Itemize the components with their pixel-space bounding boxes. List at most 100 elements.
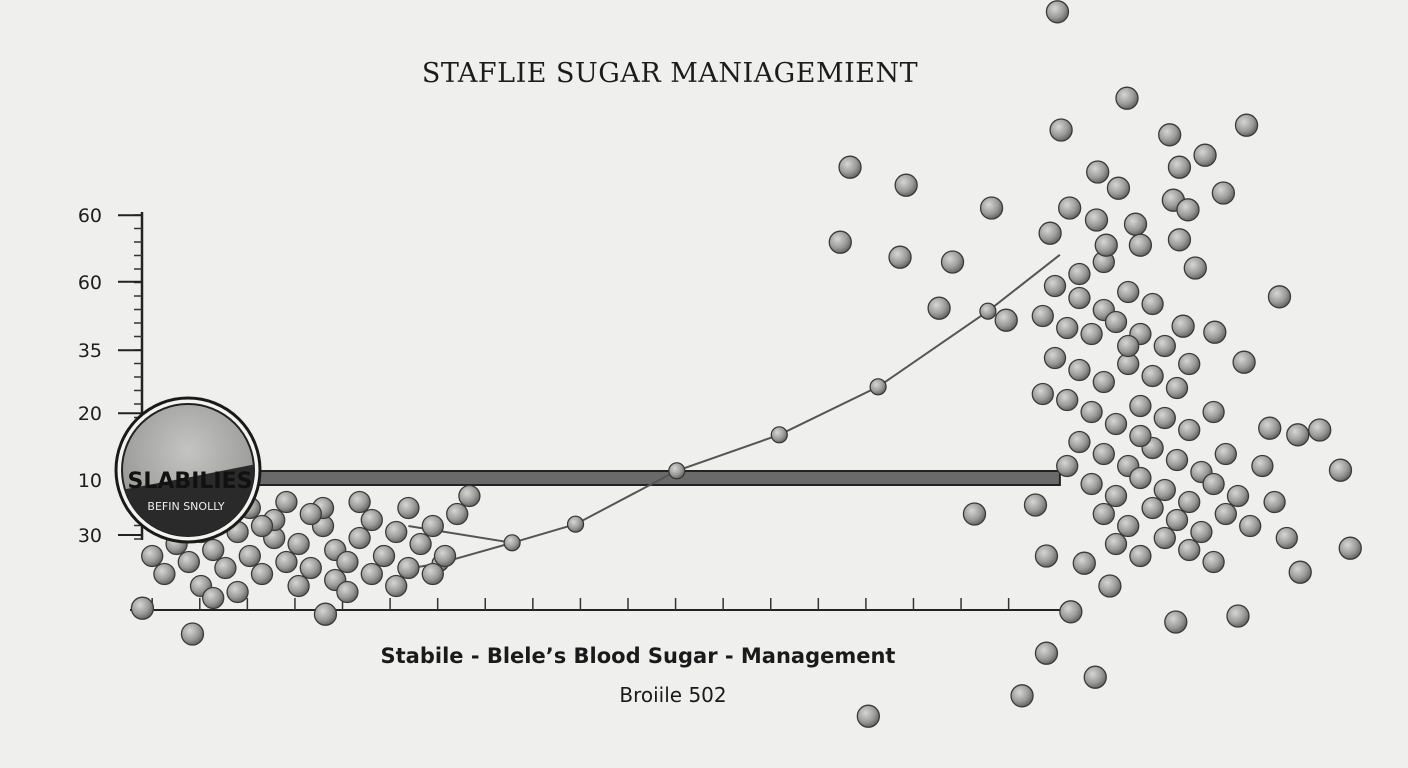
outliers-point xyxy=(1049,118,1073,142)
trend-marker xyxy=(770,426,788,444)
outliers-point xyxy=(180,622,205,646)
right-cluster-point xyxy=(1080,322,1103,346)
trend-marker xyxy=(979,302,997,320)
left-cluster-point xyxy=(360,508,383,532)
outliers-point xyxy=(1167,228,1192,252)
outliers-point xyxy=(856,704,880,728)
right-cluster-point xyxy=(1129,424,1152,448)
left-cluster-point xyxy=(385,574,408,598)
right-cluster-point xyxy=(1275,526,1298,550)
left-cluster-point xyxy=(397,556,420,580)
y-tick-label: 35 xyxy=(78,340,102,362)
right-cluster-point xyxy=(1104,310,1128,334)
trend-marker xyxy=(566,515,585,533)
outliers-point xyxy=(1057,196,1082,220)
outliers-point xyxy=(1308,418,1332,442)
outliers-point xyxy=(828,230,852,254)
right-cluster-point xyxy=(1129,466,1152,490)
outliers-point xyxy=(1010,684,1034,708)
right-cluster-point xyxy=(1178,490,1201,514)
outliers-point xyxy=(130,596,155,620)
outliers-point xyxy=(1193,143,1217,167)
right-cluster-point xyxy=(1190,520,1213,544)
left-cluster-point xyxy=(238,544,261,568)
chart-title: STAFLIE SUGAR MANIAGEMIENT xyxy=(422,58,918,89)
right-cluster-point xyxy=(1202,550,1225,574)
left-cluster-point xyxy=(397,496,420,520)
outliers-point xyxy=(962,502,987,526)
right-cluster-point xyxy=(1031,382,1054,406)
right-cluster-point xyxy=(1153,406,1176,430)
y-tick-label: 60 xyxy=(78,205,102,227)
x-axis-label: Stabile - Blele’s Blood Sugar - Manageme… xyxy=(381,644,896,668)
right-cluster-point xyxy=(1178,538,1201,562)
right-cluster-point xyxy=(1043,274,1067,298)
right-cluster-point xyxy=(1056,388,1079,412)
y-tick-label: 10 xyxy=(78,470,102,492)
y-tick-label: 30 xyxy=(78,525,102,547)
left-cluster-point xyxy=(446,502,469,526)
outliers-point xyxy=(1034,641,1059,665)
stabilies-badge: SLABILIES BEFIN SNOLLY xyxy=(114,396,262,544)
outliers-point xyxy=(1288,560,1312,584)
badge-subtitle: BEFIN SNOLLY xyxy=(147,500,224,513)
trend-marker xyxy=(503,534,521,552)
right-cluster-point xyxy=(1104,532,1128,556)
trend-line-group xyxy=(408,254,1061,572)
left-cluster-point xyxy=(348,526,371,550)
left-cluster-point xyxy=(214,556,237,580)
left-cluster-point xyxy=(421,514,444,538)
outliers-point xyxy=(1094,233,1118,257)
badge-title: SLABILIES xyxy=(128,469,253,494)
right-cluster-point xyxy=(1214,502,1237,526)
right-cluster-point xyxy=(1165,448,1189,472)
outliers-point xyxy=(940,250,965,274)
right-cluster-point xyxy=(1031,304,1054,328)
right-cluster-point xyxy=(1178,352,1201,376)
left-cluster-point xyxy=(458,484,481,508)
left-cluster-point xyxy=(202,538,225,562)
left-cluster-point xyxy=(433,544,457,568)
left-cluster-point xyxy=(348,490,371,514)
right-cluster-point xyxy=(1092,502,1115,526)
right-cluster-point xyxy=(1092,370,1115,394)
left-cluster-point xyxy=(287,574,310,598)
left-cluster-point xyxy=(299,502,322,526)
outliers-point xyxy=(1203,320,1227,344)
right-cluster-point xyxy=(1226,484,1250,508)
left-cluster-point xyxy=(250,562,274,586)
right-cluster-point xyxy=(1165,376,1189,400)
outliers-point xyxy=(1226,604,1250,628)
right-cluster-point xyxy=(1202,400,1225,424)
reference-band-bar xyxy=(139,470,1061,486)
right-cluster-point xyxy=(1068,430,1091,454)
left-cluster-point xyxy=(226,580,249,604)
outliers-point xyxy=(1232,350,1256,374)
outliers-point xyxy=(1023,493,1048,517)
left-cluster-point xyxy=(336,550,359,574)
left-cluster-point xyxy=(202,586,225,610)
left-cluster-point xyxy=(336,580,359,604)
left-cluster-point xyxy=(250,514,274,538)
outliers-point xyxy=(1164,610,1188,634)
outliers-point xyxy=(838,155,862,179)
right-cluster-point xyxy=(1129,394,1152,418)
outliers-point xyxy=(1158,123,1182,147)
left-cluster-point xyxy=(372,544,396,568)
right-cluster-point xyxy=(1068,358,1091,382)
outliers-point xyxy=(1038,221,1062,245)
right-cluster-point xyxy=(1117,334,1140,358)
outliers-point xyxy=(979,196,1004,220)
outliers-point xyxy=(1123,212,1148,236)
left-cluster-point xyxy=(141,544,164,568)
outliers-point xyxy=(1098,574,1122,598)
y-tick-label: 20 xyxy=(78,403,102,425)
trend-marker xyxy=(668,462,686,480)
left-cluster-point xyxy=(299,556,322,580)
right-cluster-point xyxy=(1068,262,1091,286)
outliers-point xyxy=(313,602,338,626)
outliers-point xyxy=(1176,198,1200,222)
outliers-point xyxy=(1034,544,1059,568)
